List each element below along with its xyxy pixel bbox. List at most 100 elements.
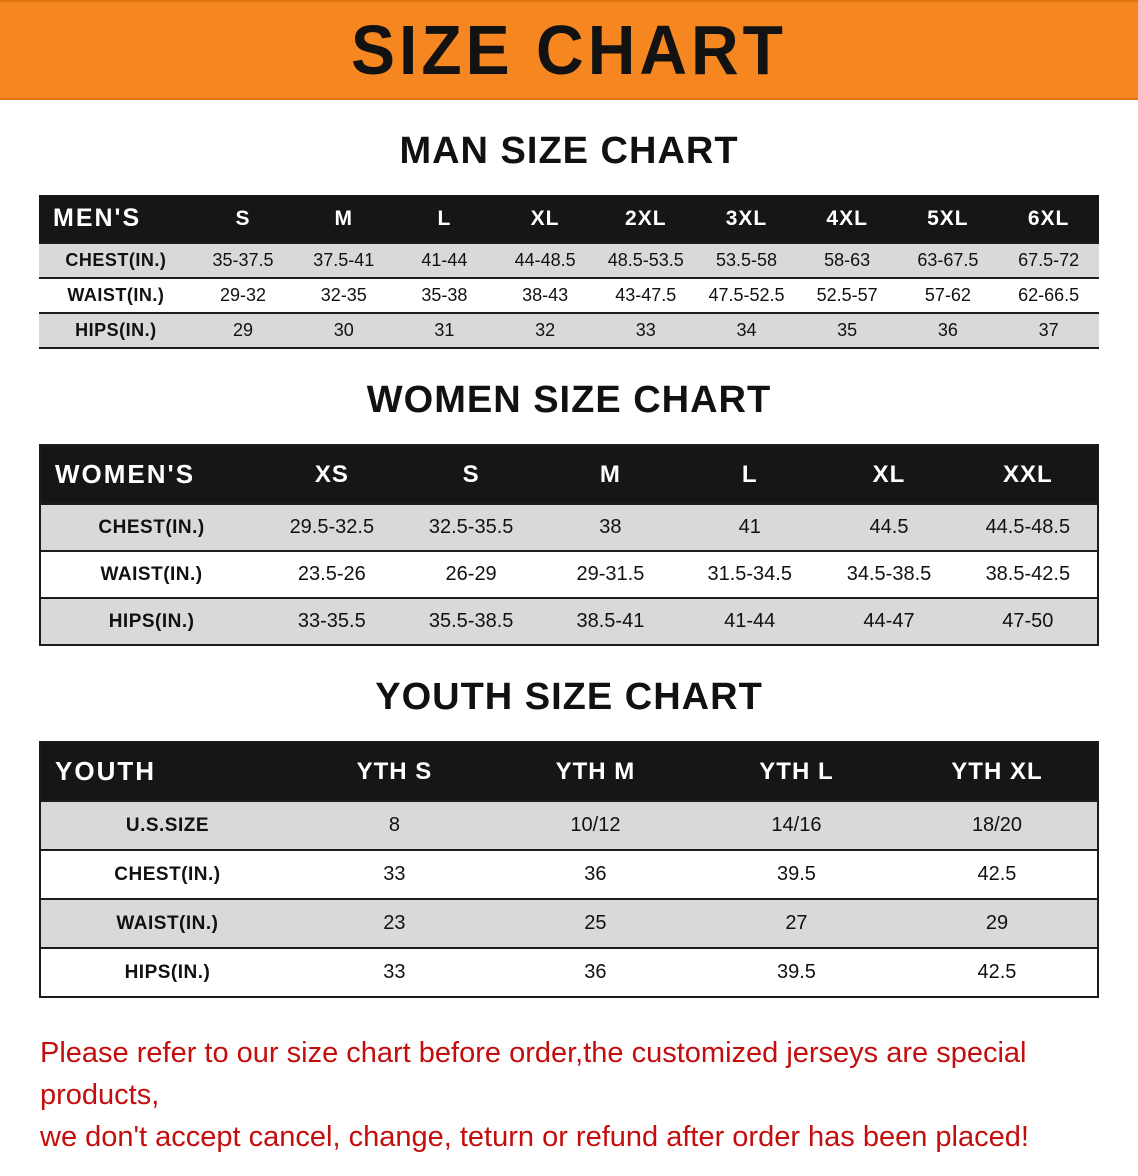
size-header-cell: 3XL [725,206,768,230]
value-cell: 41 [738,516,761,538]
men-size-table: MEN'S S M L XL 2XL 3XL 4XL 5XL 6XL CHEST(IN.) 35-37… [39,195,1099,349]
table-row: CHEST(IN.) 33 36 39.5 42.5 [40,850,1098,899]
size-header-cell: M [599,460,621,488]
size-chart-banner: SIZE CHART [0,0,1138,100]
value-cell: 44-47 [863,610,915,632]
value-cell: 36 [584,863,607,885]
size-header-cell: XL [530,206,560,230]
value-cell: 47.5-52.5 [708,285,785,305]
value-cell: 67.5-72 [1018,250,1080,270]
banner-title: SIZE CHART [351,11,787,89]
table-header-row: WOMEN'S XS S M L XL XXL [40,445,1098,504]
value-cell: 35-38 [421,285,468,305]
table-row: CHEST(IN.) 29.5-32.5 32.5-35.5 38 41 44.5 44.5… [40,504,1098,551]
table-row: HIPS(IN.) 33-35.5 35.5-38.5 38.5-41 41-44 44-… [40,598,1098,645]
value-cell: 38 [599,516,622,538]
youth-size-table: YOUTH YTH S YTH M YTH L YTH XL U.S.SIZE 8 10/12… [39,741,1099,998]
size-header-cell: S [235,206,251,230]
value-cell: 35 [837,320,858,340]
value-cell: 35.5-38.5 [428,610,514,632]
row-label-cell: CHEST(IN.) [114,863,221,885]
value-cell: 41-44 [724,610,776,632]
value-cell: 26-29 [445,563,497,585]
value-cell: 38-43 [522,285,569,305]
size-header-cell: XS [314,460,349,488]
size-header-cell: YTH L [759,757,834,785]
row-label-cell: HIPS(IN.) [75,320,157,340]
value-cell: 30 [333,320,354,340]
value-cell: 43-47.5 [615,285,677,305]
value-cell: 32-35 [320,285,367,305]
value-cell: 32 [535,320,556,340]
youth-section-title: YOUTH SIZE CHART [375,676,763,718]
value-cell: 33 [635,320,656,340]
size-header-cell: YTH S [356,757,433,785]
disclaimer-line-1: Please refer to our size chart before or… [40,1037,1027,1112]
value-cell: 34.5-38.5 [846,563,932,585]
row-label-cell: HIPS(IN.) [124,961,211,983]
value-cell: 29.5-32.5 [289,516,375,538]
disclaimer-text: Please refer to our size chart before or… [40,1032,1138,1158]
size-header-cell: YTH XL [951,757,1043,785]
table-row: WAIST(IN.) 29-32 32-35 35-38 38-43 43-47.5 47.… [39,278,1099,313]
value-cell: 33 [383,961,406,983]
men-section-title: MAN SIZE CHART [399,130,739,172]
value-cell: 29-32 [220,285,267,305]
value-cell: 52.5-57 [816,285,878,305]
row-label-cell: WAIST(IN.) [67,285,165,305]
table-header-row: MEN'S S M L XL 2XL 3XL 4XL 5XL 6XL [39,195,1099,243]
size-header-cell: 5XL [927,206,969,230]
value-cell: 29 [233,320,254,340]
size-header-cell: S [462,460,480,488]
row-label-cell: U.S.SIZE [125,814,210,836]
table-category-header: MEN'S [53,204,142,232]
value-cell: 48.5-53.5 [607,250,684,270]
value-cell: 44.5-48.5 [985,516,1071,538]
size-header-cell: 2XL [625,206,667,230]
value-cell: 14/16 [771,814,822,836]
value-cell: 62-66.5 [1018,285,1080,305]
value-cell: 33 [383,863,406,885]
value-cell: 8 [388,814,400,836]
value-cell: 41-44 [421,250,468,270]
value-cell: 37.5-41 [313,250,375,270]
row-label-cell: HIPS(IN.) [108,610,195,632]
row-label-cell: CHEST(IN.) [65,250,167,270]
disclaimer-line-2: we don't accept cancel, change, teturn o… [40,1121,1029,1154]
size-header-cell: YTH M [555,757,636,785]
size-header-cell: 6XL [1027,206,1070,230]
value-cell: 39.5 [776,863,816,885]
value-cell: 53.5-58 [715,250,777,270]
row-label-cell: CHEST(IN.) [98,516,205,538]
value-cell: 38.5-41 [576,610,645,632]
table-category-header: YOUTH [55,756,156,786]
size-header-cell: 4XL [826,206,868,230]
value-cell: 39.5 [776,961,816,983]
value-cell: 23.5-26 [297,563,366,585]
value-cell: 31.5-34.5 [707,563,792,585]
row-label-cell: WAIST(IN.) [100,563,203,585]
value-cell: 33-35.5 [297,610,366,632]
value-cell: 25 [584,912,607,934]
table-row: U.S.SIZE 8 10/12 14/16 18/20 [40,801,1098,850]
value-cell: 47-50 [1002,610,1054,632]
size-header-cell: XL [872,460,906,488]
value-cell: 29 [985,912,1009,934]
value-cell: 32.5-35.5 [428,516,514,538]
table-category-header: WOMEN'S [55,459,196,489]
size-header-cell: L [437,206,452,230]
value-cell: 36 [584,961,607,983]
table-row: CHEST(IN.) 35-37.5 37.5-41 41-44 44-48.5 48.5… [39,243,1099,278]
value-cell: 44.5 [869,516,909,538]
value-cell: 18/20 [971,814,1022,836]
value-cell: 57-62 [924,285,971,305]
women-section-title: WOMEN SIZE CHART [366,379,772,421]
table-row: HIPS(IN.) 33 36 39.5 42.5 [40,948,1098,997]
size-header-cell: L [741,460,758,488]
value-cell: 35-37.5 [212,250,274,270]
value-cell: 38.5-42.5 [985,563,1071,585]
value-cell: 29-31.5 [576,563,645,585]
women-size-table: WOMEN'S XS S M L XL XXL CHEST(IN.) 29.5-32.5 32.5… [39,444,1099,646]
value-cell: 42.5 [977,863,1017,885]
table-row: WAIST(IN.) 23 25 27 29 [40,899,1098,948]
